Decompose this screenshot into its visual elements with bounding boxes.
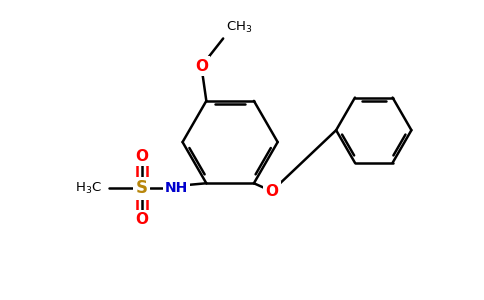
Text: O: O	[136, 149, 149, 164]
Text: O: O	[265, 184, 278, 199]
Text: H$_3$C: H$_3$C	[76, 181, 102, 196]
Text: O: O	[136, 212, 149, 227]
Text: NH: NH	[165, 181, 188, 195]
Text: S: S	[136, 179, 148, 197]
Text: CH$_3$: CH$_3$	[226, 20, 253, 34]
Text: O: O	[195, 59, 208, 74]
